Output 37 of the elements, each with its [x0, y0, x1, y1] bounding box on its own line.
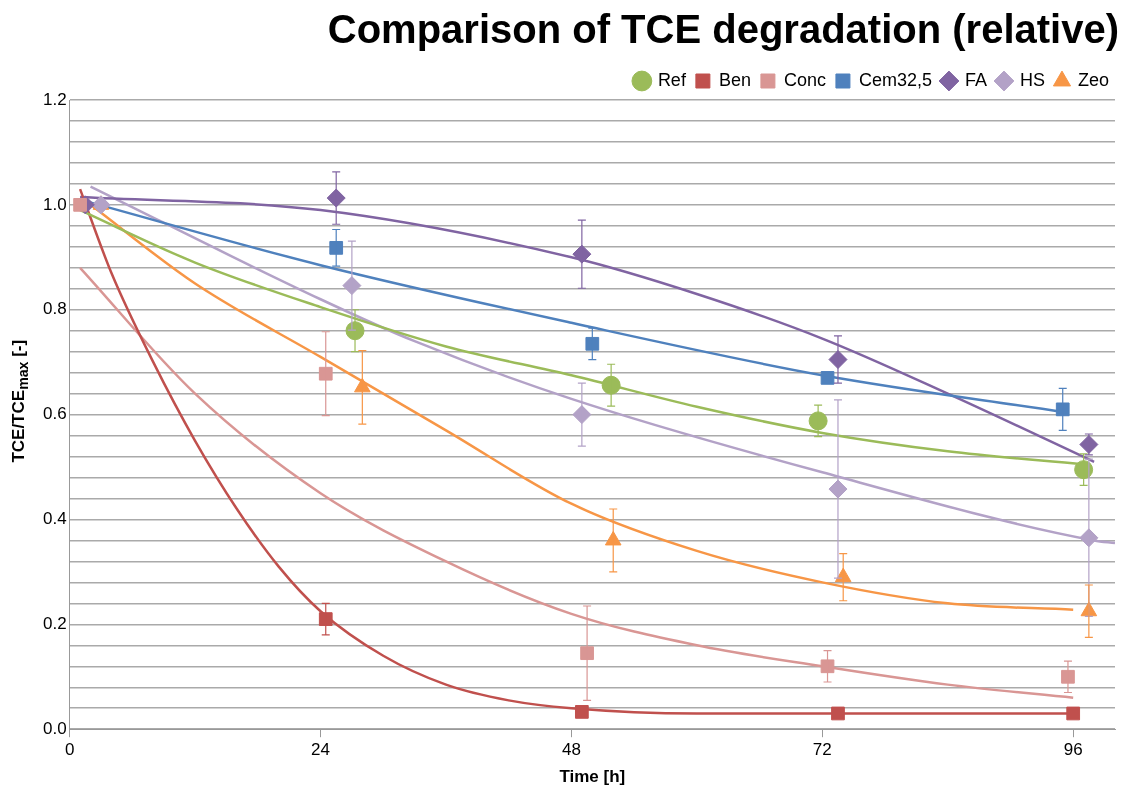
x-tick-label: 96 [1063, 740, 1083, 760]
x-axis-title: Time [h] [559, 767, 626, 787]
point [329, 241, 344, 255]
point [1066, 706, 1081, 721]
legend-label: FA [964, 69, 987, 90]
line-series [78, 266, 1075, 699]
point [580, 646, 594, 661]
point [585, 336, 600, 351]
x-tick-label: 0 [64, 740, 75, 760]
point [1055, 402, 1070, 417]
y-tick-label: 0.6 [42, 404, 67, 424]
legend-label: Ben [718, 69, 751, 90]
chart-title: Comparison of TCE degradation (relative) [327, 7, 1119, 52]
point [575, 705, 589, 719]
y-tick-label: 0.2 [42, 614, 67, 634]
legend-label: Ref [657, 69, 687, 90]
point [91, 195, 111, 215]
y-tick-label: 0.8 [42, 299, 67, 319]
point [326, 188, 346, 208]
point [1061, 669, 1075, 684]
y-tick-label: 1.2 [42, 89, 67, 109]
point [73, 198, 87, 212]
point [318, 612, 333, 626]
legend-label: Conc [783, 69, 826, 90]
x-tick-label: 48 [561, 740, 581, 760]
x-tick-label: 24 [311, 740, 330, 760]
y-tick-label: 0.4 [42, 509, 67, 529]
y-tick-label: 0.0 [42, 718, 67, 738]
point [831, 706, 845, 721]
x-tick-label: 72 [812, 740, 832, 760]
point [820, 659, 835, 674]
legend-label: HS [1019, 69, 1045, 90]
legend-label: Cem32,5 [858, 69, 932, 90]
y-tick-label: 1.0 [42, 194, 67, 214]
point [318, 366, 333, 381]
point [820, 371, 835, 385]
legend-label: Zeo [1077, 69, 1110, 90]
